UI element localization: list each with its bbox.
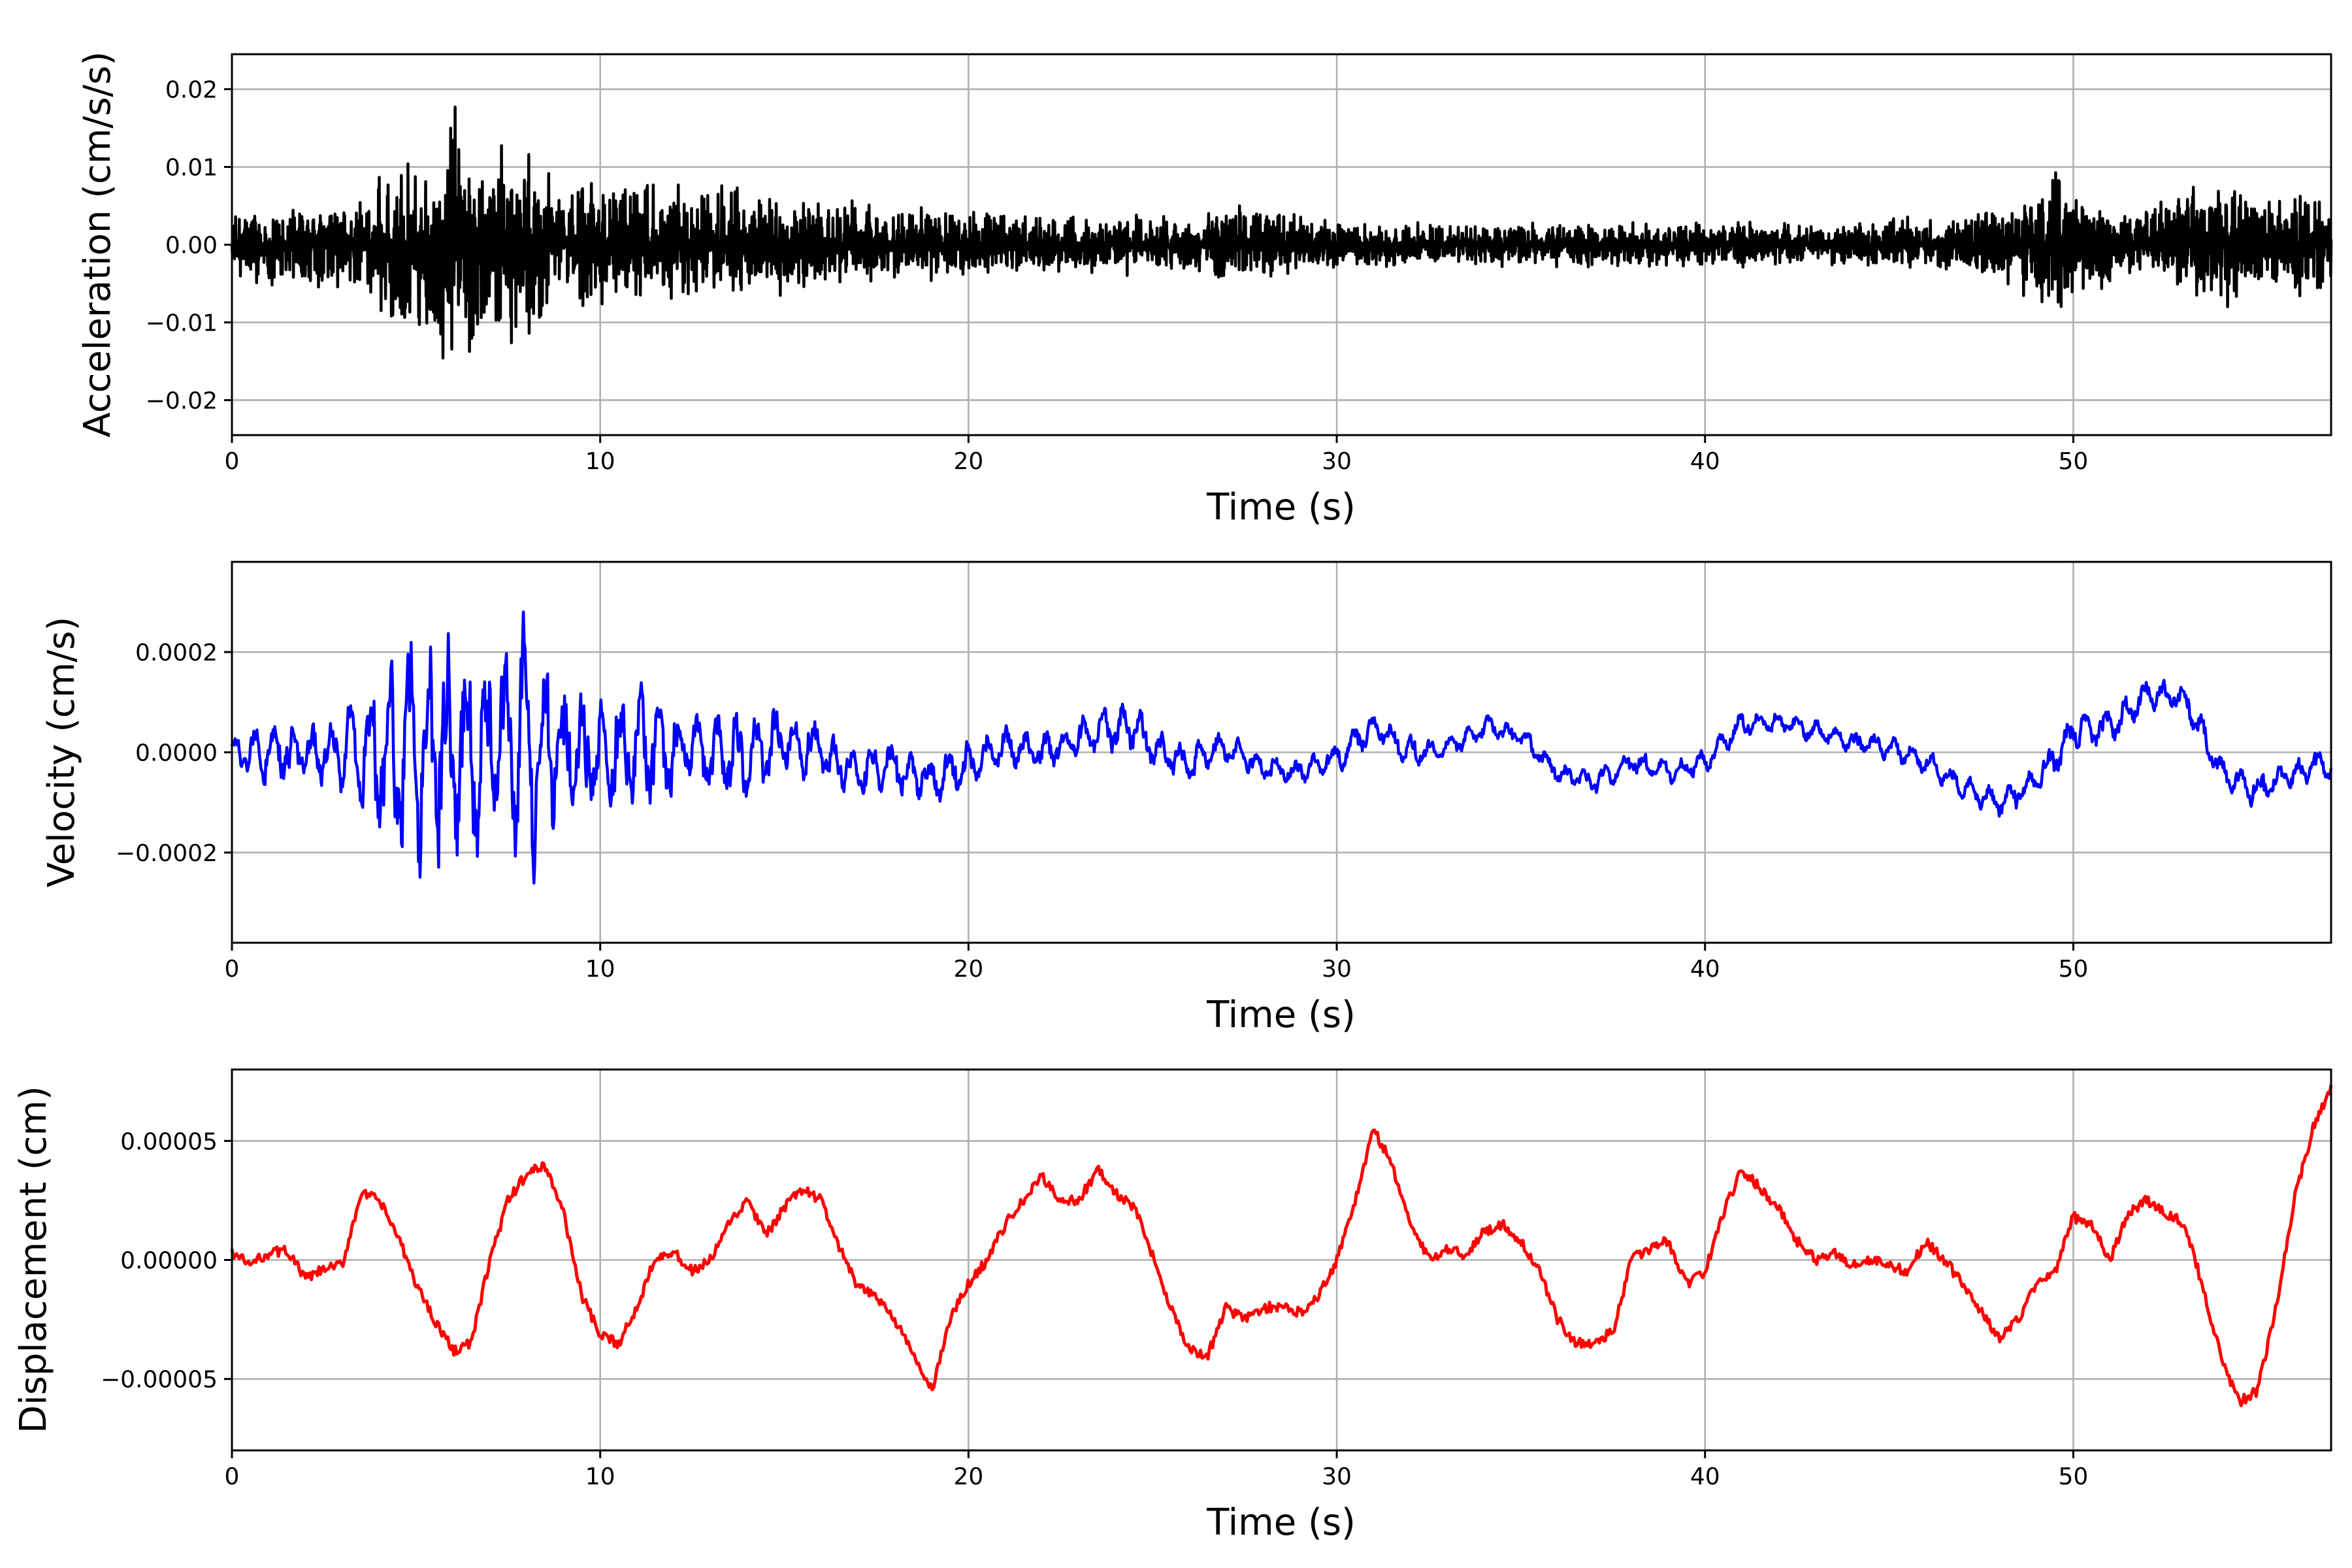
acceleration-panel: 0 10 20 30 40 50 −0.02 −0.01 0.00 0.01 0.02 Time … xyxy=(76,52,2333,529)
acceleration-x-tick-label: 0 xyxy=(225,448,240,475)
velocity-x-tick-label: 30 xyxy=(1322,956,1352,983)
displacement-x-tick-label: 20 xyxy=(953,1463,983,1490)
displacement-panel: 0 10 20 30 40 50 −0.00005 0.00000 0.00005 Time … xyxy=(12,1068,2333,1544)
velocity-panel: 0 10 20 30 40 50 −0.0002 0.0000 0.0002 Time (s)… xyxy=(41,561,2333,1036)
displacement-y-tick-label: 0.00005 xyxy=(120,1128,218,1155)
displacement-x-tick-label: 30 xyxy=(1322,1463,1352,1490)
displacement-x-tick-label: 50 xyxy=(2059,1463,2089,1490)
acceleration-x-tick-label: 20 xyxy=(953,448,983,475)
acceleration-x-tick-label: 50 xyxy=(2059,448,2089,475)
velocity-y-tick-label: −0.0002 xyxy=(116,840,218,867)
displacement-x-tick-label: 10 xyxy=(585,1463,615,1490)
acceleration-y-tick-label: 0.02 xyxy=(165,77,218,104)
acceleration-y-tick-label: −0.02 xyxy=(146,387,218,414)
displacement-y-tick-label: 0.00000 xyxy=(120,1248,218,1275)
displacement-x-tick-label: 0 xyxy=(225,1463,240,1490)
velocity-x-tick-label: 10 xyxy=(585,956,615,983)
displacement-y-axis-label: Displacement (cm) xyxy=(12,1086,55,1433)
acceleration-y-tick-label: 0.00 xyxy=(165,233,218,259)
velocity-series-line xyxy=(230,610,2333,885)
acceleration-y-tick-label: −0.01 xyxy=(146,310,218,336)
velocity-x-tick-label: 0 xyxy=(225,956,240,983)
displacement-series-line xyxy=(230,1084,2333,1407)
acceleration-x-axis-label: Time (s) xyxy=(1206,486,1356,529)
displacement-x-axis-label: Time (s) xyxy=(1206,1501,1356,1544)
velocity-y-tick-label: 0.0000 xyxy=(135,740,218,767)
velocity-x-tick-label: 50 xyxy=(2059,956,2089,983)
velocity-x-tick-label: 40 xyxy=(1690,956,1720,983)
velocity-y-axis-label: Velocity (cm/s) xyxy=(41,617,83,888)
velocity-x-tick-label: 20 xyxy=(953,956,983,983)
displacement-y-tick-label: −0.00005 xyxy=(101,1367,218,1394)
velocity-y-tick-label: 0.0002 xyxy=(135,640,218,666)
acceleration-x-tick-label: 10 xyxy=(585,448,615,475)
velocity-x-axis-label: Time (s) xyxy=(1206,994,1356,1036)
acceleration-y-axis-label: Acceleration (cm/s/s) xyxy=(76,52,119,438)
displacement-x-tick-label: 40 xyxy=(1690,1463,1720,1490)
acceleration-series-line xyxy=(230,105,2333,360)
acceleration-x-tick-label: 40 xyxy=(1690,448,1720,475)
acceleration-y-tick-label: 0.01 xyxy=(165,155,218,182)
acceleration-x-tick-label: 30 xyxy=(1322,448,1352,475)
